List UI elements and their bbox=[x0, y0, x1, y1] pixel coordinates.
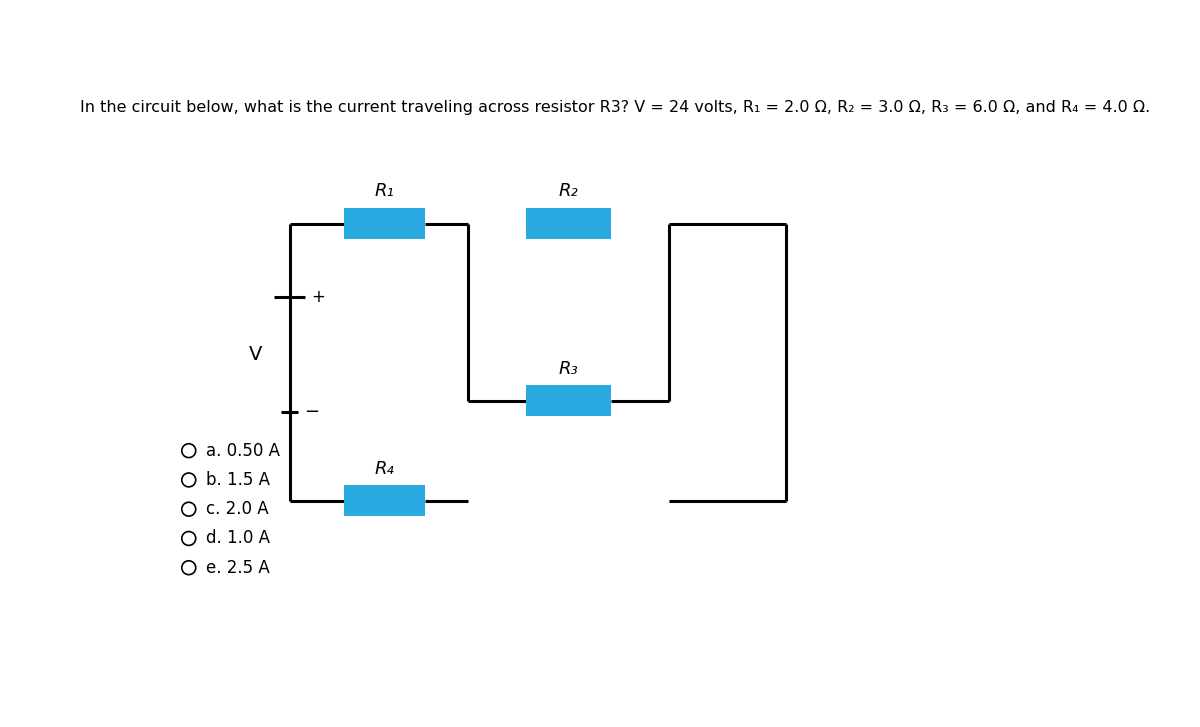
Text: a. 0.50 A: a. 0.50 A bbox=[206, 442, 280, 459]
Bar bbox=[343, 208, 425, 239]
Text: V: V bbox=[250, 345, 263, 364]
Text: d. 1.0 A: d. 1.0 A bbox=[206, 529, 270, 547]
Text: e. 2.5 A: e. 2.5 A bbox=[206, 559, 270, 577]
Text: −: − bbox=[305, 403, 319, 421]
Text: R₂: R₂ bbox=[559, 182, 578, 201]
Text: In the circuit below, what is the current traveling across resistor R3? V = 24 v: In the circuit below, what is the curren… bbox=[80, 100, 1150, 116]
Text: +: + bbox=[311, 288, 325, 305]
Bar bbox=[526, 385, 611, 416]
Text: R₃: R₃ bbox=[559, 360, 578, 377]
Text: R₁: R₁ bbox=[374, 182, 395, 201]
Bar bbox=[526, 208, 611, 239]
Bar bbox=[343, 486, 425, 516]
Text: b. 1.5 A: b. 1.5 A bbox=[206, 471, 270, 489]
Text: c. 2.0 A: c. 2.0 A bbox=[206, 500, 269, 518]
Text: R₄: R₄ bbox=[374, 459, 395, 478]
